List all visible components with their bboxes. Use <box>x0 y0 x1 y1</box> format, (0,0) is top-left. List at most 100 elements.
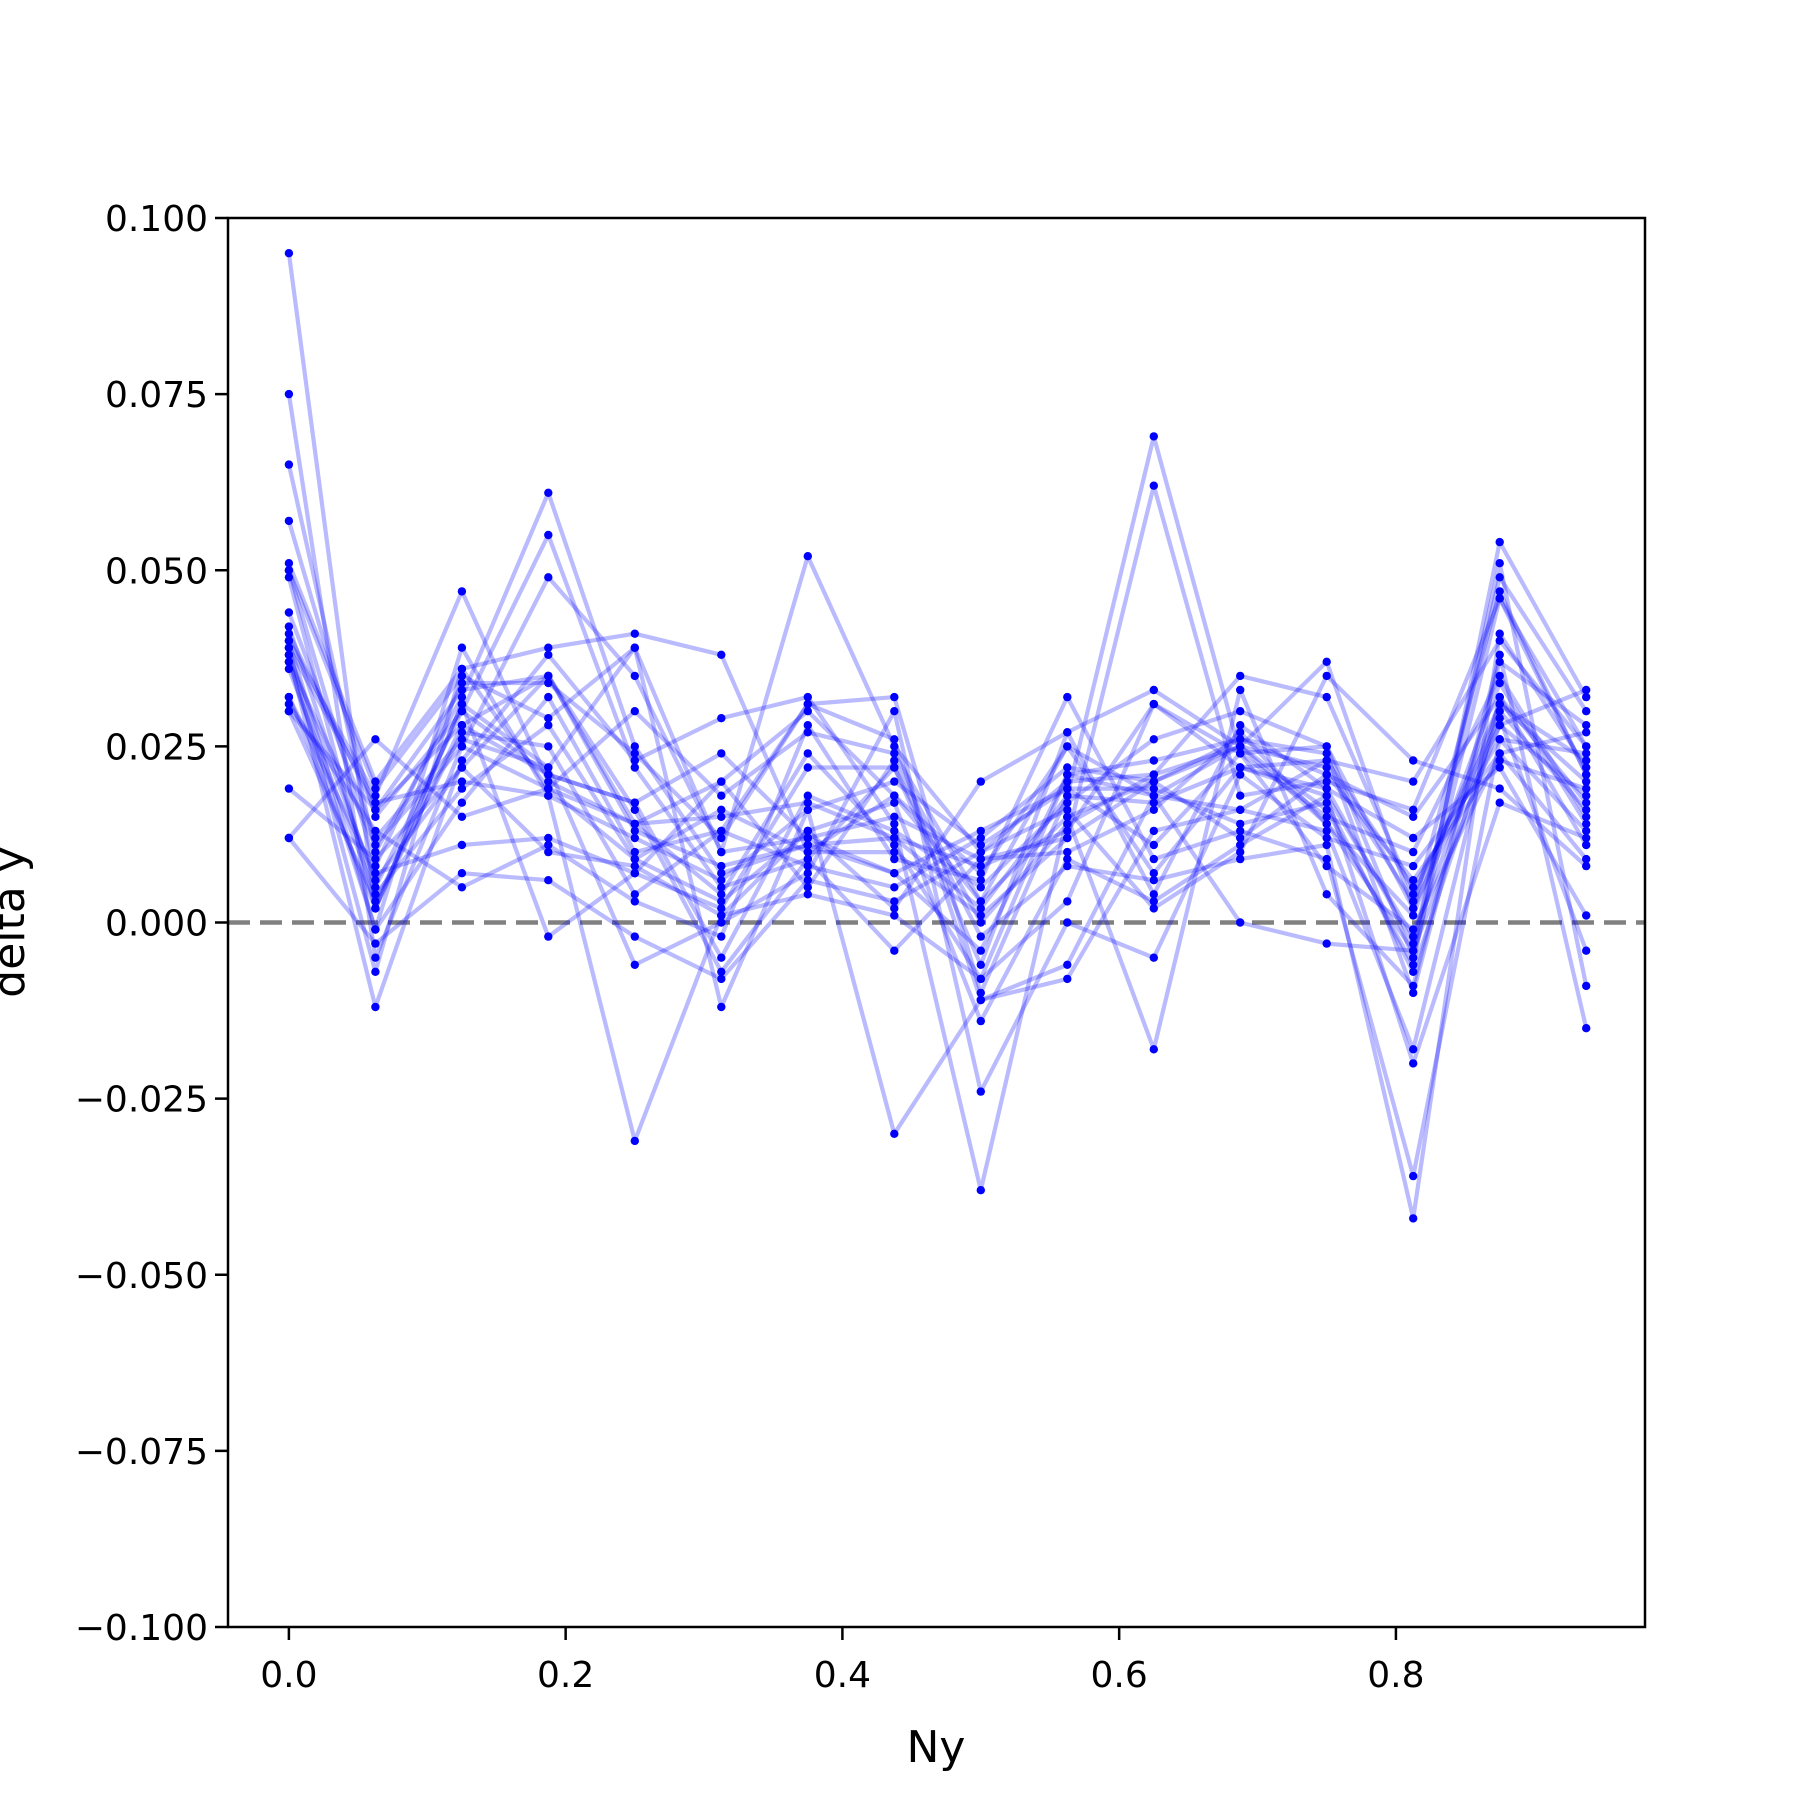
data-point-s27-11 <box>1149 699 1159 709</box>
data-point-s12-11 <box>1149 777 1159 786</box>
data-point-s20-8 <box>890 756 899 765</box>
x-tick-label: 0.0 <box>260 1655 317 1696</box>
data-point-s14-13 <box>1322 840 1331 850</box>
data-point-s23-7 <box>803 847 812 857</box>
data-point-s24-12 <box>1236 770 1245 779</box>
data-point-s18-14 <box>1409 756 1418 765</box>
data-point-s5-11 <box>1149 481 1159 490</box>
data-point-s15-11 <box>1149 854 1159 864</box>
data-point-s24-2 <box>371 904 380 913</box>
data-point-s9-16 <box>1582 749 1591 758</box>
data-point-s20-5 <box>630 869 639 878</box>
data-point-s18-11 <box>1149 904 1159 913</box>
data-point-s25-9 <box>976 1186 985 1195</box>
data-point-s12-4 <box>544 692 553 702</box>
data-point-s21-6 <box>717 967 726 976</box>
y-tick-label: 0.050 <box>105 551 208 592</box>
x-tick-label: 0.4 <box>814 1655 871 1696</box>
data-point-s11-16 <box>1582 840 1591 850</box>
series-line-2 <box>286 393 1588 996</box>
data-point-s2-1 <box>284 389 294 399</box>
data-point-s9-10 <box>1063 826 1072 836</box>
y-tick-label: 0.000 <box>105 904 208 945</box>
data-point-s25-14 <box>1409 981 1418 991</box>
data-point-s17-7 <box>803 826 812 836</box>
data-point-s24-6 <box>717 918 726 927</box>
data-point-s19-8 <box>890 749 899 758</box>
data-point-s11-13 <box>1322 826 1331 836</box>
data-point-s18-6 <box>717 974 726 984</box>
series-line-7 <box>286 554 1588 953</box>
data-point-s22-13 <box>1322 770 1331 779</box>
data-point-s22-11 <box>1149 756 1159 765</box>
data-point-s10-15 <box>1495 707 1504 716</box>
data-point-s23-11 <box>1149 869 1159 878</box>
data-point-s7-16 <box>1582 791 1591 800</box>
data-point-s2-15 <box>1495 657 1504 666</box>
data-point-s12-10 <box>1063 763 1072 772</box>
data-point-s24-4 <box>544 763 553 772</box>
data-point-s19-12 <box>1236 742 1245 751</box>
data-point-s18-5 <box>630 932 639 941</box>
data-point-s24-14 <box>1409 861 1418 871</box>
series-points-group <box>284 249 1591 1223</box>
x-tick-label: 0.8 <box>1367 1655 1424 1696</box>
data-point-s5-6 <box>717 650 726 659</box>
data-point-s14-12 <box>1236 854 1245 864</box>
data-point-s14-10 <box>1063 861 1072 871</box>
data-point-s22-12 <box>1236 735 1245 744</box>
data-point-s24-13 <box>1322 833 1331 843</box>
y-tick-label: −0.025 <box>75 1080 208 1121</box>
series-line-9 <box>287 589 1587 890</box>
data-point-s24-7 <box>803 869 812 878</box>
data-point-s15-7 <box>803 721 812 730</box>
data-point-s17-3 <box>457 763 467 772</box>
data-point-s6-6 <box>717 833 726 843</box>
data-point-s20-6 <box>717 777 726 786</box>
data-point-s27-1 <box>284 636 294 645</box>
data-point-s13-1 <box>284 664 294 674</box>
data-point-s10-5 <box>630 833 639 843</box>
data-point-s28-10 <box>1063 960 1072 969</box>
y-tick-label: −0.050 <box>75 1256 208 1297</box>
data-point-s10-6 <box>717 876 726 885</box>
data-point-s12-9 <box>976 833 985 843</box>
data-point-s17-13 <box>1322 784 1331 793</box>
data-point-s26-2 <box>371 784 380 793</box>
data-point-s4-15 <box>1495 537 1504 547</box>
data-point-s22-14 <box>1409 812 1418 821</box>
data-point-s3-2 <box>371 847 380 857</box>
data-point-s23-8 <box>890 791 899 800</box>
data-point-s16-5 <box>630 798 639 807</box>
data-point-s8-1 <box>284 622 294 631</box>
series-line-23 <box>287 660 1588 939</box>
data-point-s2-5 <box>630 671 639 681</box>
data-point-s28-13 <box>1322 939 1331 948</box>
data-point-s23-10 <box>1063 742 1072 751</box>
data-point-s17-11 <box>1149 890 1159 899</box>
data-point-s10-8 <box>890 777 899 786</box>
data-point-s21-1 <box>284 629 294 638</box>
data-point-s13-11 <box>1149 897 1159 906</box>
data-point-s9-14 <box>1409 883 1418 892</box>
data-point-s3-4 <box>544 488 553 497</box>
data-point-s17-1 <box>284 784 294 793</box>
data-point-s17-8 <box>890 904 899 913</box>
data-point-s15-10 <box>1063 692 1072 702</box>
data-point-s27-16 <box>1582 770 1591 779</box>
data-point-s14-15 <box>1495 629 1504 638</box>
series-line-21 <box>287 632 1588 974</box>
data-point-s6-10 <box>1063 791 1072 800</box>
data-point-s24-1 <box>284 692 294 702</box>
data-point-s19-7 <box>803 728 812 737</box>
data-point-s14-4 <box>544 833 553 843</box>
data-point-s26-15 <box>1495 636 1504 645</box>
series-line-17 <box>287 723 1589 918</box>
y-axis-label: delta y <box>0 846 35 997</box>
data-point-s22-6 <box>717 890 726 899</box>
data-point-s15-13 <box>1322 854 1331 864</box>
data-point-s20-15 <box>1495 714 1504 723</box>
data-point-s22-16 <box>1582 798 1591 807</box>
data-point-s16-10 <box>1063 784 1072 793</box>
